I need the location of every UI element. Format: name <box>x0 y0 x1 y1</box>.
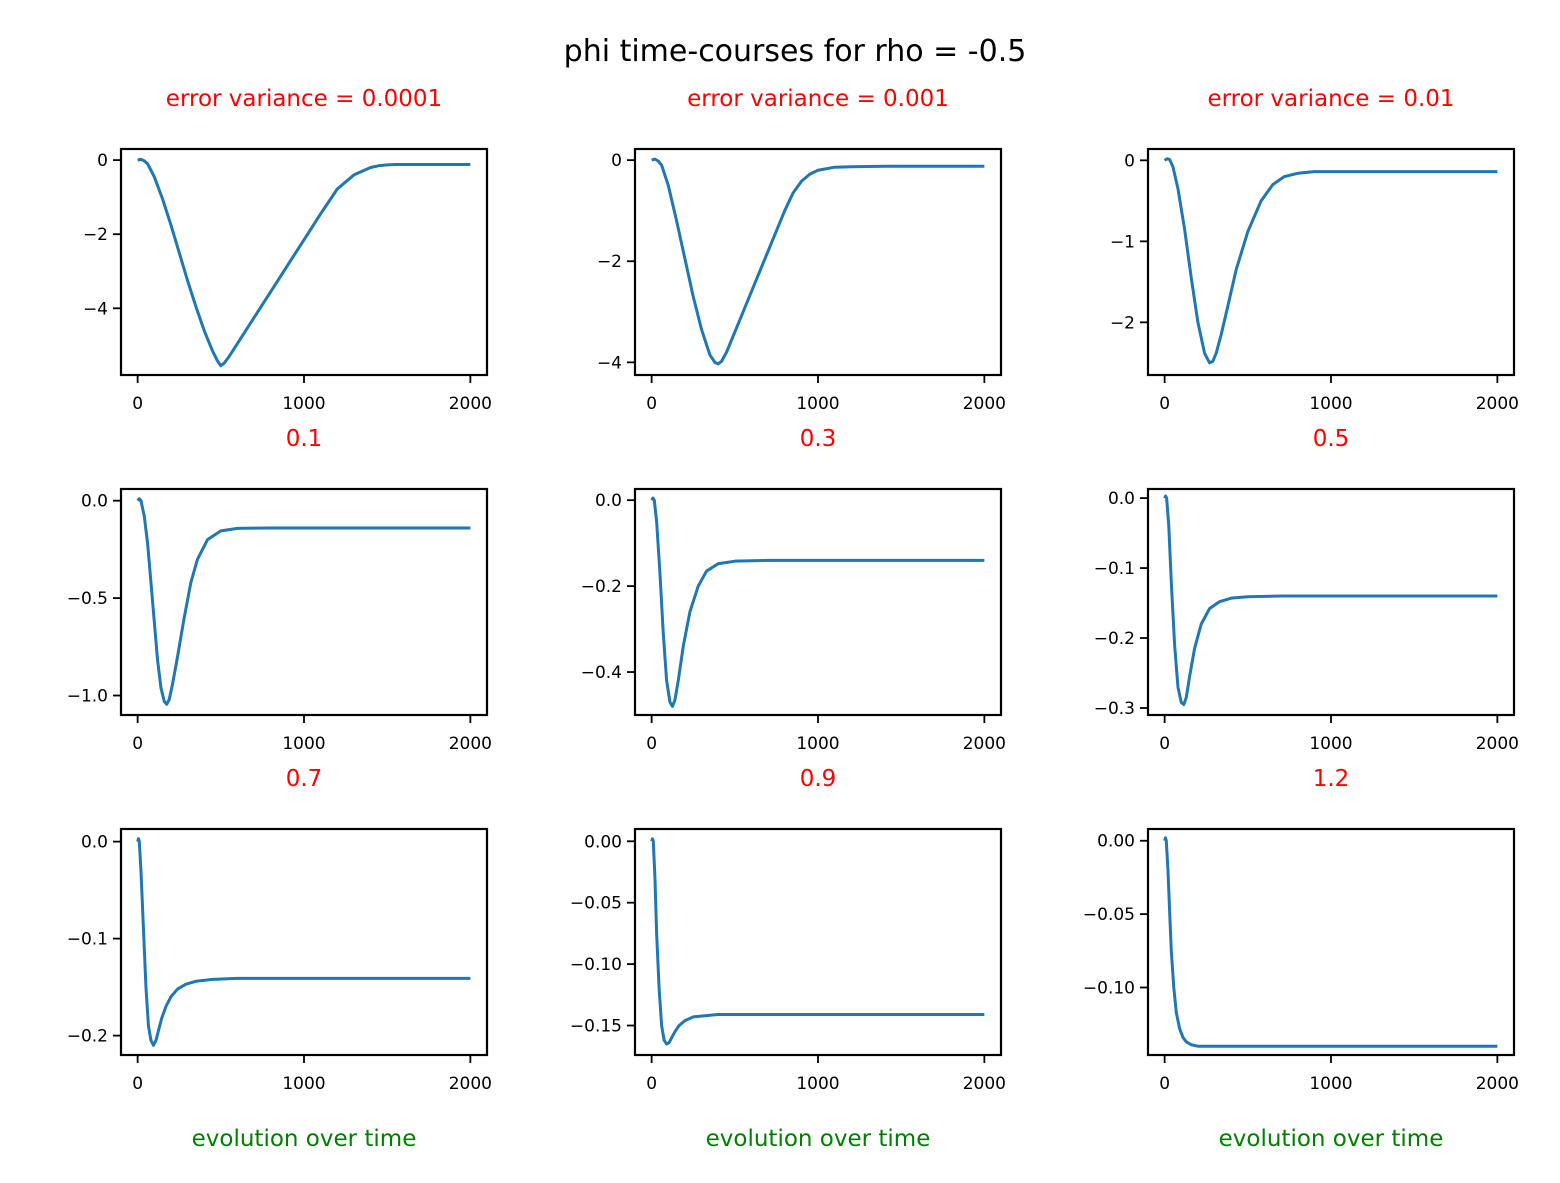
y-tick-label: 0.0 <box>81 492 108 512</box>
x-tick-label: 1000 <box>1309 1074 1352 1094</box>
y-tick-label: −0.2 <box>1094 629 1135 649</box>
y-tick-label: −2 <box>1110 313 1135 333</box>
series-line <box>650 837 985 1046</box>
subplot-title: 0.3 <box>800 426 837 452</box>
y-tick-label: −0.05 <box>1083 905 1135 925</box>
x-tick-label: 2000 <box>963 394 1006 414</box>
subplot-3: error variance = 0.01 0 1000 2000 0 −1 −2 <box>1110 86 1519 414</box>
y-tick-label: −0.5 <box>67 589 108 609</box>
subplot-4: 0.1 0 1000 2000 0.0 −0.5 −1.0 <box>67 426 492 754</box>
y-tick-label: −0.10 <box>570 955 622 975</box>
x-tick-label: 2000 <box>449 1074 492 1094</box>
y-tick-label: −4 <box>597 353 622 373</box>
x-tick-label: 0 <box>1159 394 1170 414</box>
x-tick-label: 0 <box>646 1074 657 1094</box>
y-tick-label: 0.0 <box>1108 489 1135 509</box>
y-tick-label: −0.4 <box>581 663 622 683</box>
subplot-title: 0.1 <box>286 426 323 452</box>
x-tick-label: 2000 <box>449 734 492 754</box>
x-tick-label: 1000 <box>282 394 325 414</box>
x-tick-label: 1000 <box>1309 734 1352 754</box>
y-tick-label: −4 <box>83 299 108 319</box>
subplot-2: error variance = 0.001 0 1000 2000 0 −2 −4 <box>597 86 1006 414</box>
x-tick-label: 2000 <box>1476 394 1519 414</box>
y-tick-label: 0.00 <box>584 832 622 852</box>
y-tick-label: 0.0 <box>595 491 622 511</box>
x-tick-label: 0 <box>1159 734 1170 754</box>
subplot-1: error variance = 0.0001 0 1000 2000 0 −2 −4 <box>83 86 492 414</box>
y-tick-label: −0.2 <box>67 1027 108 1047</box>
x-tick-label: 1000 <box>282 1074 325 1094</box>
subplot-6: 0.5 0 1000 2000 0.0 −0.1 −0.2 −0.3 <box>1094 426 1519 754</box>
subplot-title: 0.9 <box>800 766 837 792</box>
y-tick-label: −0.3 <box>1094 699 1135 719</box>
y-tick-label: −0.15 <box>570 1017 622 1037</box>
series-line <box>1163 157 1498 365</box>
y-tick-label: 0 <box>1124 151 1135 171</box>
y-tick-label: −0.1 <box>67 930 108 950</box>
series-line <box>650 496 985 708</box>
y-tick-label: 0 <box>97 151 108 171</box>
y-tick-label: 0.00 <box>1097 832 1135 852</box>
x-tick-label: 1000 <box>796 394 839 414</box>
y-tick-label: −2 <box>597 252 622 272</box>
series-line <box>137 157 471 368</box>
y-tick-label: −0.1 <box>1094 559 1135 579</box>
figure-suptitle: phi time-courses for rho = -0.5 <box>564 34 1027 69</box>
subplot-9: 1.2 0 1000 2000 0.00 −0.05 −0.10 evolution over… <box>1083 766 1519 1152</box>
x-tick-label: 0 <box>646 394 657 414</box>
x-tick-label: 2000 <box>963 1074 1006 1094</box>
x-tick-label: 0 <box>1159 1074 1170 1094</box>
x-tick-label: 0 <box>132 394 143 414</box>
x-tick-label: 2000 <box>1476 734 1519 754</box>
x-tick-label: 0 <box>132 1074 143 1094</box>
series-line <box>136 497 471 706</box>
y-tick-label: −1.0 <box>67 687 108 707</box>
y-tick-label: −0.10 <box>1083 978 1135 998</box>
series-line <box>1163 836 1498 1048</box>
x-tick-label: 0 <box>132 734 143 754</box>
series-line <box>651 157 985 366</box>
y-tick-label: 0 <box>611 151 622 171</box>
subplot-title: error variance = 0.01 <box>1207 86 1454 112</box>
y-tick-label: 0.0 <box>81 833 108 853</box>
x-tick-label: 0 <box>646 734 657 754</box>
x-axis-label: evolution over time <box>706 1126 931 1152</box>
y-tick-label: −2 <box>83 225 108 245</box>
x-axis-label: evolution over time <box>1219 1126 1444 1152</box>
subplot-8: 0.9 0 1000 2000 0.00 −0.05 −0.10 −0.15 evolution… <box>570 766 1006 1152</box>
series-line <box>1163 494 1498 706</box>
x-tick-label: 1000 <box>796 734 839 754</box>
y-tick-label: −0.2 <box>581 577 622 597</box>
x-tick-label: 2000 <box>1476 1074 1519 1094</box>
subplot-title: error variance = 0.001 <box>687 86 949 112</box>
x-tick-label: 1000 <box>282 734 325 754</box>
subplot-7: 0.7 0 1000 2000 0.0 −0.1 −0.2 evolution over ti… <box>67 766 492 1152</box>
x-tick-label: 2000 <box>449 394 492 414</box>
subplot-title: error variance = 0.0001 <box>166 86 442 112</box>
x-tick-label: 1000 <box>796 1074 839 1094</box>
subplot-title: 1.2 <box>1313 766 1350 792</box>
x-axis-label: evolution over time <box>192 1126 417 1152</box>
subplot-title: 0.5 <box>1313 426 1350 452</box>
subplot-5: 0.3 0 1000 2000 0.0 −0.2 −0.4 <box>581 426 1006 754</box>
x-tick-label: 2000 <box>963 734 1006 754</box>
subplot-title: 0.7 <box>286 766 323 792</box>
series-line <box>136 837 471 1047</box>
x-tick-label: 1000 <box>1309 394 1352 414</box>
y-tick-label: −1 <box>1110 232 1135 252</box>
y-tick-label: −0.05 <box>570 894 622 914</box>
